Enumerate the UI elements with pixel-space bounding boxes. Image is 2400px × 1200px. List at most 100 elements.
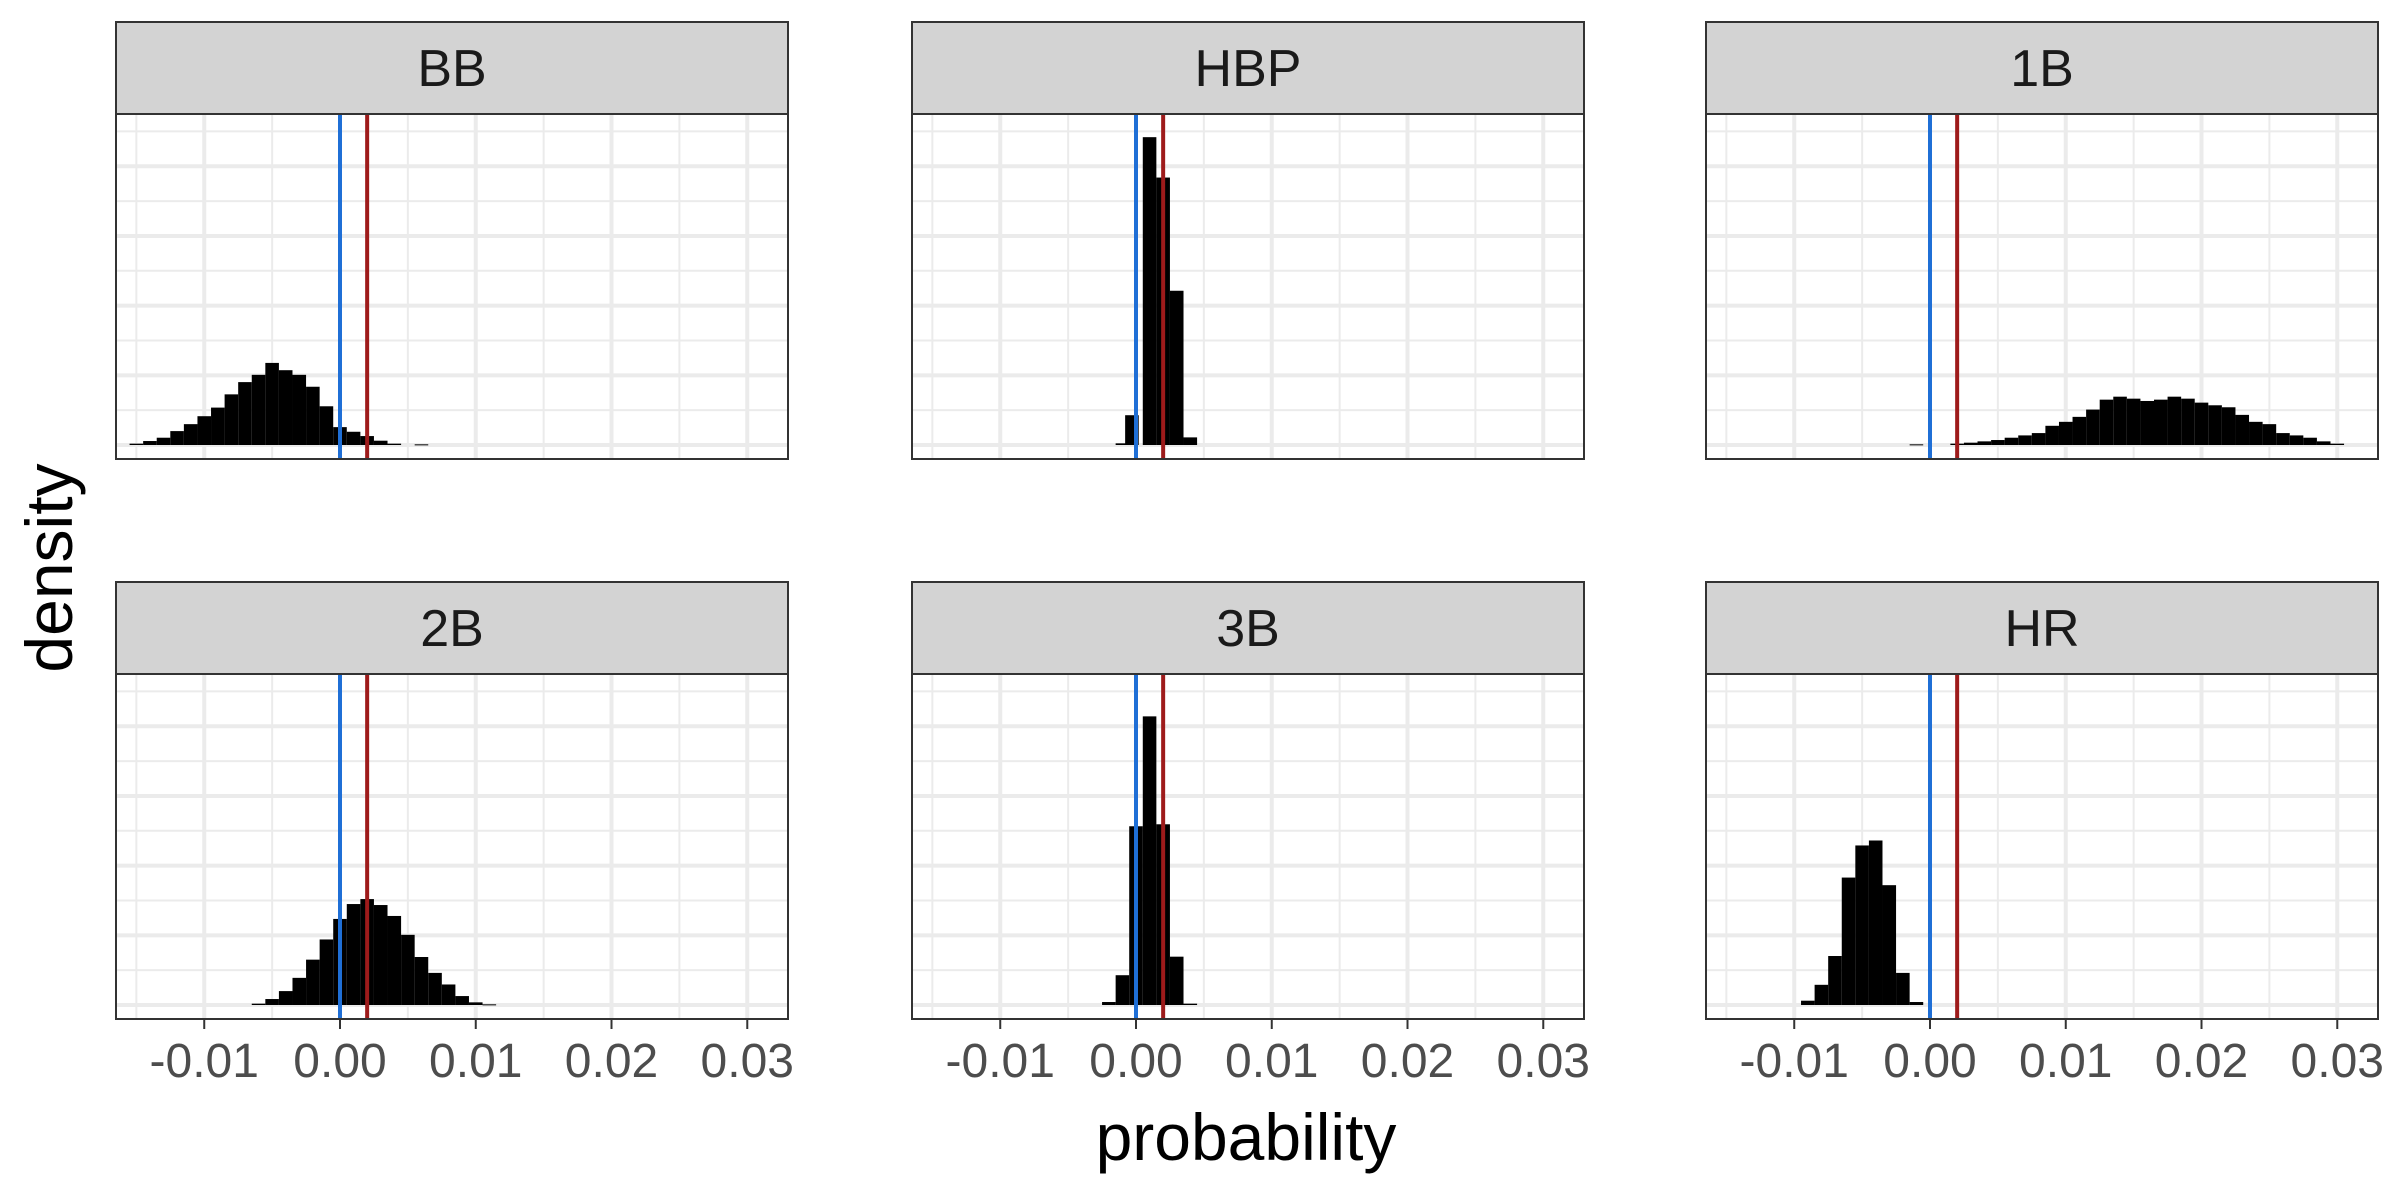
plot-panel-background xyxy=(912,674,1584,1019)
histogram-bar xyxy=(2208,405,2222,445)
histogram-bar xyxy=(211,407,225,445)
histogram-bar xyxy=(1169,290,1184,445)
histogram-bar xyxy=(387,915,402,1005)
histogram-bar xyxy=(2316,441,2331,445)
histogram-bar xyxy=(414,957,429,1005)
plot-panel-background xyxy=(912,114,1584,459)
histogram-bar xyxy=(292,374,307,445)
facet-panel-HR: HR -0.01 0.00 0.01 0.02 0.03 xyxy=(1705,581,2384,1088)
histogram-bar xyxy=(441,984,456,1005)
histogram-bar xyxy=(2018,435,2032,445)
x-tick-label: 0.03 xyxy=(1497,1035,1590,1088)
histogram-bar xyxy=(1142,137,1157,446)
grid-lines xyxy=(912,114,1584,459)
facet-panel-BB: BB xyxy=(115,21,789,460)
histogram-bar xyxy=(1977,441,1992,445)
histogram-bar xyxy=(197,416,212,445)
histogram-bar xyxy=(1814,984,1829,1005)
histogram-bar xyxy=(2072,416,2087,445)
x-tick-label: 0.00 xyxy=(1883,1035,1976,1088)
plot-panel-border xyxy=(115,113,789,460)
x-axis: -0.01 0.00 0.01 0.02 0.03 xyxy=(946,1019,1590,1088)
histogram-bar xyxy=(1882,885,1897,1005)
histogram-bar xyxy=(170,431,184,445)
histogram-bar xyxy=(2126,398,2141,445)
facet-panel-HBP: HBP xyxy=(911,21,1585,460)
facet-strip xyxy=(1705,21,2379,115)
x-axis-title: probability xyxy=(1096,1100,1397,1174)
histogram-bar xyxy=(1909,444,1924,446)
x-tick-label: 0.01 xyxy=(1225,1035,1318,1088)
histogram-bar xyxy=(373,905,388,1005)
facet-strip xyxy=(1705,581,2379,675)
facet-strip-label: HR xyxy=(2004,600,2079,658)
histogram-bars xyxy=(129,362,429,446)
x-tick-label: -0.01 xyxy=(946,1035,1055,1088)
histogram-bar xyxy=(306,386,320,445)
x-tick-label: 0.02 xyxy=(1361,1035,1454,1088)
histogram-bars xyxy=(1801,840,1924,1005)
histogram-bar xyxy=(482,1004,497,1006)
histogram-bar xyxy=(129,443,144,445)
facet-panel-2B: 2B -0.01 0.00 0.01 0.02 0.03 xyxy=(115,581,794,1088)
histogram-bar xyxy=(1896,972,1910,1005)
histogram-bar xyxy=(1102,1002,1116,1005)
x-tick-label: 0.03 xyxy=(701,1035,794,1088)
histogram-bar xyxy=(265,999,279,1005)
facet-strip-label: BB xyxy=(417,40,486,98)
histogram-bar xyxy=(306,959,320,1005)
facet-strip-label: HBP xyxy=(1195,40,1302,98)
x-axis: -0.01 0.00 0.01 0.02 0.03 xyxy=(150,1019,794,1088)
facet-strip-label: 3B xyxy=(1216,600,1280,658)
histogram-bar xyxy=(1169,956,1184,1005)
x-axis: -0.01 0.00 0.01 0.02 0.03 xyxy=(1740,1019,2384,1088)
histogram-bar xyxy=(2276,433,2290,445)
histogram-bar xyxy=(2045,425,2059,445)
histogram-bars xyxy=(251,899,497,1006)
histogram-bar xyxy=(2289,435,2304,445)
plot-panel-border xyxy=(1705,113,2379,460)
facet-strip xyxy=(911,581,1585,675)
histogram-bar xyxy=(2058,421,2073,445)
histogram-bar xyxy=(1991,440,2005,445)
histogram-bar xyxy=(1828,956,1842,1005)
histogram-bar xyxy=(1115,443,1130,445)
histogram-bar xyxy=(2194,402,2209,445)
histogram-bar xyxy=(238,382,252,445)
facet-strip-label: 2B xyxy=(420,600,484,658)
histogram-bar xyxy=(2262,424,2277,445)
histogram-bar xyxy=(2004,437,2019,445)
x-tick-label: 0.02 xyxy=(2155,1035,2248,1088)
histogram-bar xyxy=(1115,975,1130,1005)
histogram-bar xyxy=(2181,398,2195,445)
histogram-bar xyxy=(346,904,361,1005)
histogram-bar xyxy=(346,431,361,445)
histogram-bar xyxy=(1855,845,1869,1005)
histogram-bar xyxy=(373,440,388,445)
facet-strip xyxy=(911,21,1585,115)
histogram-bar xyxy=(1183,437,1198,445)
x-tick-label: 0.00 xyxy=(293,1035,386,1088)
x-tick-label: 0.01 xyxy=(2019,1035,2112,1088)
histogram-bar xyxy=(1801,1000,1815,1005)
histogram-bar xyxy=(2167,396,2182,445)
histogram-bar xyxy=(2031,433,2046,445)
histogram-bar xyxy=(183,424,198,445)
histogram-bar xyxy=(156,437,171,445)
plot-panel-background xyxy=(1706,114,2378,459)
plot-panel-background xyxy=(1706,674,2378,1019)
facet-strip xyxy=(115,581,789,675)
histogram-bar xyxy=(224,394,239,445)
plot-panel-border xyxy=(1705,673,2379,1020)
plot-panel-border xyxy=(911,673,1585,1020)
histogram-bar xyxy=(1909,1002,1924,1005)
facet-strip xyxy=(115,21,789,115)
histogram-bar xyxy=(2154,399,2168,445)
facet-panel-1B: 1B xyxy=(1705,21,2379,460)
histogram-bar xyxy=(428,972,442,1005)
histogram-bar xyxy=(2086,409,2100,445)
histogram-bar xyxy=(251,374,266,445)
histogram-bar xyxy=(319,406,334,445)
x-tick-label: 0.01 xyxy=(429,1035,522,1088)
histogram-bar xyxy=(1868,840,1883,1005)
